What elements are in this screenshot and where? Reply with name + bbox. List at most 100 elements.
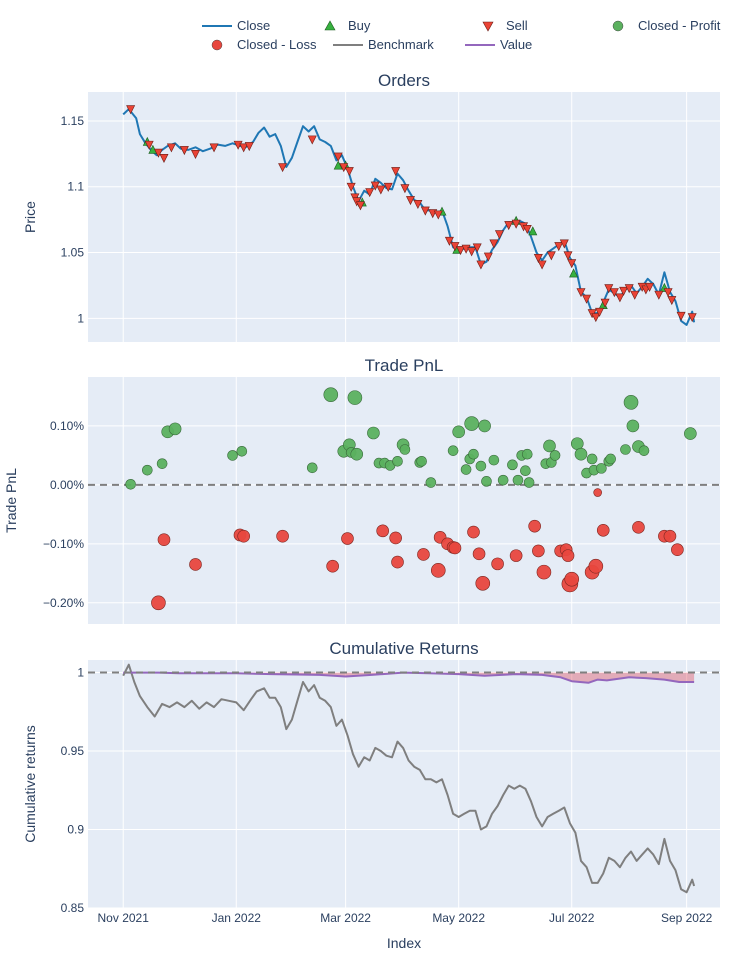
sell-marker: [166, 143, 176, 153]
y-tick-label: 0.00%: [50, 478, 84, 492]
profit-point: [620, 444, 631, 455]
profit-point: [626, 419, 640, 433]
sell-marker: [406, 196, 415, 206]
loss-point: [326, 559, 339, 573]
sell-marker: [383, 182, 393, 192]
sell-marker: [563, 251, 573, 261]
sell-marker: [467, 247, 477, 257]
y-tick-label: 1: [77, 311, 84, 325]
sell-marker: [559, 239, 569, 249]
x-tick-label: Jul 2022: [549, 911, 595, 925]
profit-point: [543, 439, 556, 453]
sell-marker: [654, 290, 664, 300]
profit-point: [475, 460, 487, 472]
legend-item: Closed - Loss: [211, 37, 317, 52]
loss-point: [509, 549, 523, 562]
profit-point: [488, 454, 500, 466]
profit-point: [497, 474, 509, 486]
sell-marker: [494, 230, 504, 240]
profit-point: [586, 453, 598, 465]
sell-marker: [472, 243, 482, 253]
sell-marker: [630, 290, 640, 300]
profit-point: [168, 422, 182, 436]
y-axis-title: Price: [22, 201, 38, 233]
profit-point: [125, 478, 136, 490]
loss-point: [536, 564, 552, 580]
y-axis-title: Trade PnL: [3, 468, 19, 533]
legend-label: Value: [500, 37, 532, 52]
legend-label: Closed - Profit: [638, 18, 721, 33]
panel-title: Orders: [378, 71, 430, 90]
x-tick-label: Sep 2022: [661, 911, 713, 925]
legend-label: Close: [237, 18, 270, 33]
y-axis-title: Cumulative returns: [22, 725, 38, 843]
profit-point: [367, 426, 380, 440]
profit-point: [478, 419, 491, 433]
profit-point: [520, 465, 531, 477]
profit-point: [468, 448, 479, 460]
sell-marker: [144, 140, 154, 150]
profit-point: [399, 444, 411, 455]
profit-point: [596, 463, 607, 474]
loss-point: [448, 541, 462, 555]
loss-point: [391, 555, 404, 569]
legend-swatch: [482, 21, 494, 32]
legend-item: Value: [465, 37, 532, 52]
loss-point: [467, 525, 480, 539]
legend: Close Buy Sell Closed - Profit Closed - Loss…: [202, 18, 721, 52]
y-tick-label: 0.85: [61, 901, 85, 915]
profit-point: [521, 448, 533, 460]
legend-item: Close: [202, 18, 270, 33]
loss-point: [341, 532, 354, 545]
profit-point: [638, 445, 650, 456]
profit-point: [142, 464, 153, 476]
sell-marker: [376, 185, 386, 195]
sell-marker: [444, 236, 454, 246]
legend-swatch: [612, 20, 624, 32]
sell-marker: [687, 313, 697, 323]
y-tick-label: 0.95: [61, 744, 85, 758]
sell-marker: [600, 298, 610, 308]
sell-marker: [333, 152, 343, 162]
loss-point: [632, 521, 645, 534]
profit-point: [507, 459, 518, 471]
sell-marker: [554, 242, 564, 252]
legend-label: Sell: [506, 18, 528, 33]
panel-trade-pnl: −0.20% −0.10% 0.00% 0.10% Trade PnL Trade PnL: [3, 356, 720, 624]
profit-point: [570, 437, 584, 450]
y-tick-label: 0.9: [67, 823, 84, 837]
loss-point: [151, 595, 166, 611]
sell-marker: [576, 288, 586, 298]
sell-marker: [413, 200, 423, 210]
loss-point: [588, 558, 604, 574]
loss-point: [532, 544, 545, 558]
sell-marker: [244, 142, 254, 152]
sell-marker: [567, 259, 577, 269]
buy-marker: [569, 268, 579, 278]
profit-point: [447, 445, 459, 456]
legend-label: Benchmark: [368, 37, 434, 52]
loss-point: [157, 533, 171, 547]
plot-area: [88, 377, 720, 624]
sell-marker: [355, 201, 365, 211]
loss-point: [276, 529, 289, 543]
x-tick-label: Jan 2022: [212, 911, 262, 925]
profit-point: [227, 450, 238, 461]
loss-point: [417, 548, 430, 561]
loss-point: [528, 519, 541, 533]
profit-point: [684, 427, 697, 440]
sell-marker: [239, 143, 249, 153]
profit-point: [574, 447, 588, 461]
sell-marker: [609, 288, 619, 298]
profit-point: [347, 390, 363, 405]
sell-marker: [433, 210, 443, 220]
sell-marker: [483, 252, 493, 262]
sell-marker: [663, 288, 673, 298]
profit-point: [464, 416, 479, 431]
sell-marker: [591, 313, 601, 323]
loss-point: [189, 558, 202, 571]
plot-area: [88, 92, 720, 342]
y-tick-label: 1.1: [67, 180, 84, 194]
profit-point: [460, 464, 472, 475]
